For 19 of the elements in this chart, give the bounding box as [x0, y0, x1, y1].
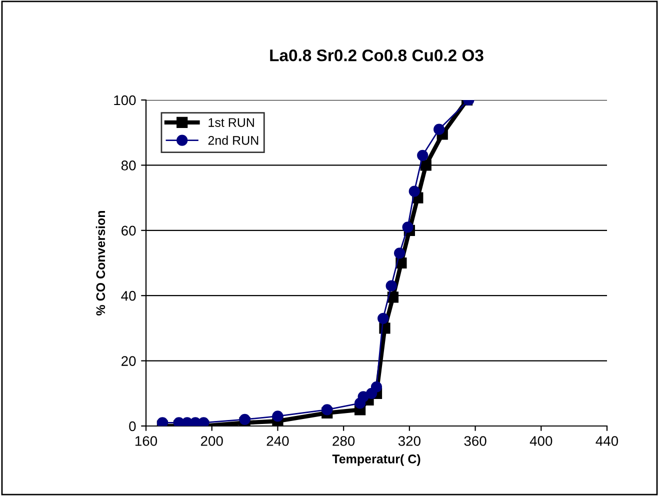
- x-tick-label: 280: [332, 436, 355, 446]
- y-tick-label: 20: [122, 356, 136, 366]
- y-tick-label: 100: [114, 95, 136, 106]
- chart-title: La0.8 Sr0.2 Co0.8 Cu0.2 O3: [270, 49, 484, 62]
- x-axis-title: Temperatur( C): [332, 454, 420, 466]
- y-axis-title: % CO Conversion: [96, 210, 106, 316]
- legend-label: 1st RUN: [208, 118, 254, 127]
- x-tick-label: 320: [398, 436, 420, 446]
- x-tick-label: 240: [266, 436, 289, 446]
- y-tick-label: 60: [122, 226, 136, 236]
- legend-label: 2nd RUN: [208, 136, 258, 145]
- x-tick-label: 160: [135, 436, 158, 446]
- x-tick-label: 360: [464, 436, 486, 446]
- y-tick-label: 0: [129, 421, 136, 432]
- y-tick-label: 80: [121, 160, 136, 170]
- y-tick-label: 40: [121, 290, 136, 301]
- x-tick-label: 440: [596, 436, 618, 446]
- x-tick-label: 200: [200, 436, 223, 446]
- x-tick-label: 400: [530, 436, 552, 446]
